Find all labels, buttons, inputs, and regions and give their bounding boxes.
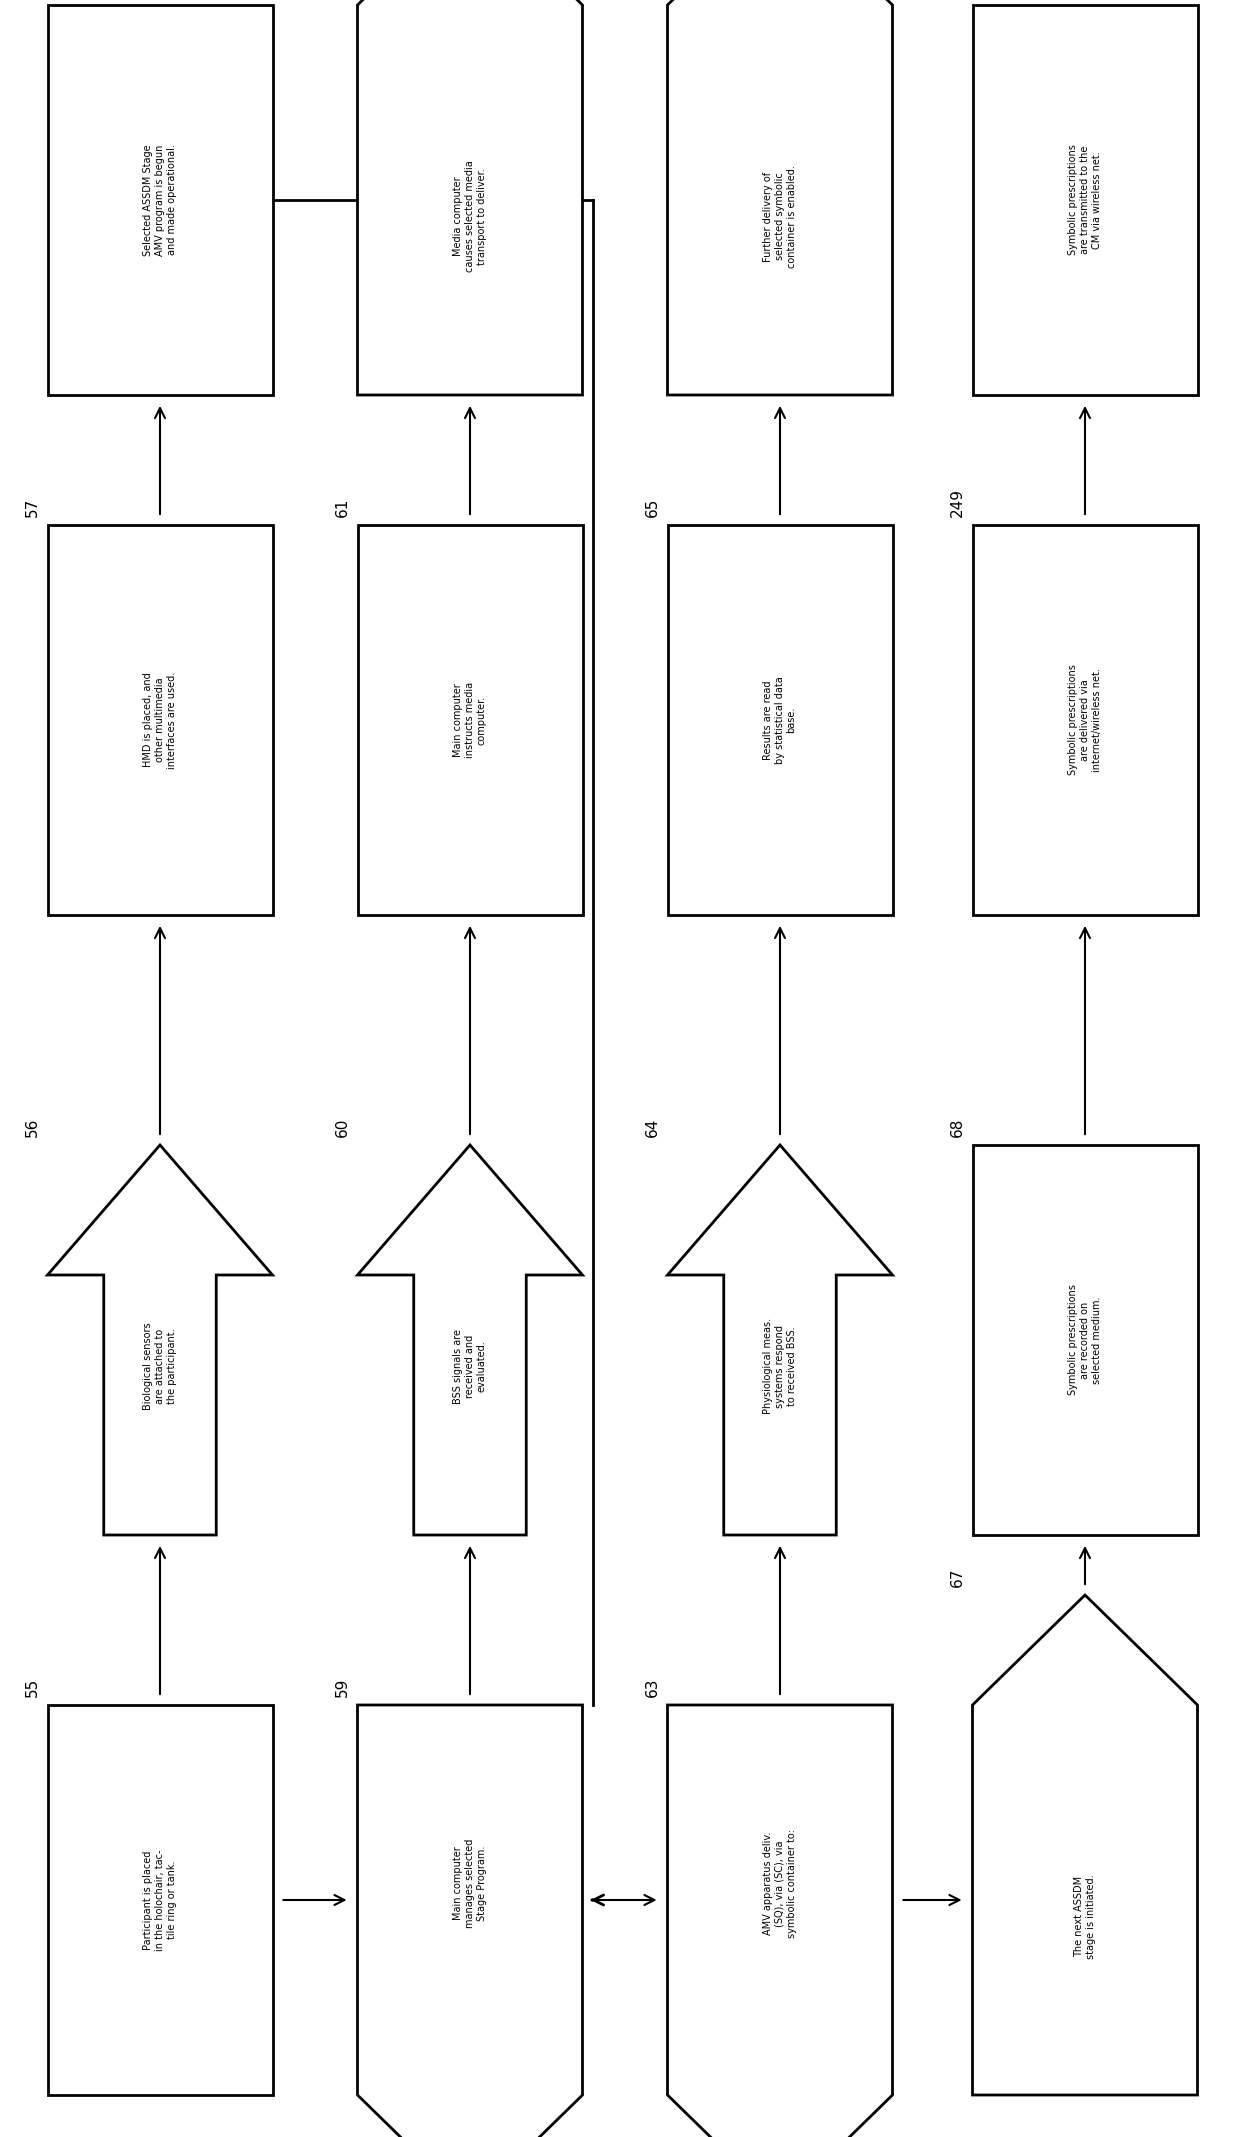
Text: 64: 64 xyxy=(645,1118,660,1137)
Bar xyxy=(47,4,273,395)
Polygon shape xyxy=(47,1145,273,1534)
Text: Media computer
causes selected media
transport to deliver.: Media computer causes selected media tra… xyxy=(454,160,486,271)
Polygon shape xyxy=(667,1145,893,1534)
Polygon shape xyxy=(667,0,893,395)
Bar xyxy=(667,526,893,915)
Text: AMV apparatus deliv.
(SQ), via (SC), via
symbolic container to:: AMV apparatus deliv. (SQ), via (SC), via… xyxy=(764,1829,796,1938)
Text: Biological sensors
are attached to
the participant.: Biological sensors are attached to the p… xyxy=(144,1323,176,1410)
Text: 55: 55 xyxy=(25,1678,40,1697)
Text: Main computer
manages selected
Stage Program.: Main computer manages selected Stage Pro… xyxy=(454,1838,486,1928)
Text: Symbolic prescriptions
are delivered via
internet/wireless net.: Symbolic prescriptions are delivered via… xyxy=(1069,665,1101,776)
Text: BSS signals are
received and
evaluated.: BSS signals are received and evaluated. xyxy=(454,1329,486,1404)
Text: 57: 57 xyxy=(25,498,40,517)
Text: Selected ASSDM Stage
AMV program is begun
and made operational.: Selected ASSDM Stage AMV program is begu… xyxy=(144,143,176,256)
Text: Symbolic prescriptions
are transmitted to the
CM via wireless net.: Symbolic prescriptions are transmitted t… xyxy=(1069,145,1101,256)
Bar xyxy=(972,4,1198,395)
Text: Participant is placed
in the holochair, tac-
tile ring or tank.: Participant is placed in the holochair, … xyxy=(144,1849,176,1951)
Text: 61: 61 xyxy=(335,498,350,517)
Text: 59: 59 xyxy=(335,1678,350,1697)
Polygon shape xyxy=(357,0,583,395)
Polygon shape xyxy=(357,1145,583,1534)
Bar xyxy=(972,526,1198,915)
Text: Physiological meas.
systems respond
to received BSS.: Physiological meas. systems respond to r… xyxy=(764,1319,796,1415)
Bar xyxy=(972,1145,1198,1534)
Text: Further delivery of
selected symbolic
container is enabled.: Further delivery of selected symbolic co… xyxy=(764,165,796,267)
Text: HMD is placed, and
other multimedia
interfaces are used.: HMD is placed, and other multimedia inte… xyxy=(144,671,176,769)
Text: Results are read
by statistical data
base.: Results are read by statistical data bas… xyxy=(764,675,796,763)
Text: 65: 65 xyxy=(645,498,660,517)
Text: 60: 60 xyxy=(335,1118,350,1137)
Bar xyxy=(47,1705,273,2094)
Text: Symbolic prescriptions
are recorded on
selected medium.: Symbolic prescriptions are recorded on s… xyxy=(1069,1284,1101,1395)
Text: The next ASSDM
stage is initiated.: The next ASSDM stage is initiated. xyxy=(1074,1874,1096,1960)
Bar xyxy=(357,526,583,915)
Text: 249: 249 xyxy=(950,487,965,517)
Bar xyxy=(47,526,273,915)
Text: 56: 56 xyxy=(25,1118,40,1137)
Polygon shape xyxy=(972,1594,1198,2094)
Text: Main computer
instructs media
computer.: Main computer instructs media computer. xyxy=(454,682,486,759)
Text: 68: 68 xyxy=(950,1118,965,1137)
Text: 63: 63 xyxy=(645,1678,660,1697)
Text: 67: 67 xyxy=(950,1569,965,1588)
Polygon shape xyxy=(667,1705,893,2137)
Polygon shape xyxy=(357,1705,583,2137)
